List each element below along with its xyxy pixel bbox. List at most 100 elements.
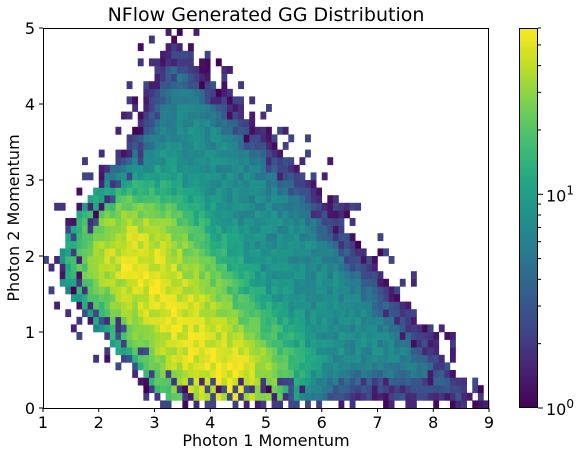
heatmap-bin	[416, 339, 423, 348]
heatmap-bin	[243, 172, 250, 181]
y-tick-label: 5	[25, 19, 35, 38]
heatmap-bin	[238, 134, 244, 143]
heatmap-bin	[171, 286, 178, 295]
heatmap-bin	[171, 294, 178, 302]
heatmap-bin	[210, 233, 217, 242]
heatmap-bin	[249, 134, 256, 143]
heatmap-bin	[232, 248, 239, 257]
heatmap-bin	[215, 96, 222, 105]
heatmap-bin	[338, 218, 345, 226]
heatmap-bin	[226, 316, 233, 325]
heatmap-bin	[299, 301, 306, 310]
heatmap-bin	[165, 370, 172, 378]
heatmap-bin	[266, 218, 272, 226]
heatmap-bin	[171, 96, 178, 105]
heatmap-bin	[226, 126, 233, 135]
heatmap-bin	[254, 218, 261, 226]
heatmap-bin	[210, 195, 217, 204]
heatmap-bin	[182, 202, 189, 211]
heatmap-bin	[193, 119, 200, 128]
heatmap-bin	[444, 377, 451, 386]
heatmap-bin	[282, 157, 289, 166]
heatmap-bin	[288, 400, 295, 409]
heatmap-bin	[143, 294, 150, 302]
heatmap-bin	[288, 316, 295, 325]
heatmap-bin	[277, 271, 284, 280]
heatmap-bin	[187, 111, 194, 120]
heatmap-bin	[215, 233, 222, 242]
heatmap-bin	[238, 233, 244, 242]
heatmap-bin	[433, 362, 440, 371]
heatmap-bin	[405, 362, 412, 371]
heatmap-bin	[176, 263, 183, 272]
heatmap-bin	[394, 332, 401, 340]
heatmap-bin	[310, 218, 317, 226]
heatmap-bin	[54, 202, 61, 211]
heatmap-bin	[416, 377, 423, 386]
heatmap-bin	[115, 233, 122, 242]
heatmap-bin	[182, 149, 189, 158]
heatmap-bin	[143, 278, 150, 287]
heatmap-bin	[321, 240, 328, 249]
heatmap-bin	[115, 339, 122, 348]
heatmap-bin	[187, 309, 194, 318]
heatmap-bin	[121, 294, 127, 302]
heatmap-bin	[377, 301, 384, 310]
heatmap-bin	[355, 392, 362, 401]
heatmap-bin	[132, 225, 139, 234]
heatmap-bin	[171, 271, 178, 280]
heatmap-bin	[355, 278, 362, 287]
heatmap-bin	[277, 332, 284, 340]
heatmap-bin	[126, 96, 133, 105]
heatmap-bin	[349, 286, 356, 295]
heatmap-bin	[204, 149, 211, 158]
heatmap-bin	[288, 362, 295, 371]
heatmap-bin	[238, 392, 244, 401]
heatmap-bin	[87, 278, 94, 287]
heatmap-bin	[204, 172, 211, 181]
heatmap-bin	[165, 104, 172, 112]
heatmap-bin	[366, 278, 373, 287]
heatmap-bin	[226, 119, 233, 128]
heatmap-bin	[109, 301, 116, 310]
heatmap-bin	[299, 202, 306, 211]
heatmap-bin	[143, 271, 150, 280]
heatmap-bin	[327, 248, 334, 257]
heatmap-bin	[199, 157, 205, 166]
heatmap-bin	[288, 385, 295, 394]
heatmap-bin	[126, 195, 133, 204]
heatmap-bin	[388, 354, 395, 363]
heatmap-bin	[221, 263, 228, 272]
heatmap-bin	[215, 218, 222, 226]
heatmap-bin	[310, 210, 317, 219]
heatmap-bin	[137, 301, 144, 310]
heatmap-bin	[104, 324, 111, 333]
heatmap-bin	[366, 392, 373, 401]
heatmap-bin	[316, 195, 323, 204]
heatmap-bin	[137, 377, 144, 386]
heatmap-bin	[243, 263, 250, 272]
heatmap-bin	[305, 332, 311, 340]
heatmap-bin	[349, 392, 356, 401]
heatmap-bin	[388, 385, 395, 394]
heatmap-bin	[221, 233, 228, 242]
heatmap-bin	[226, 88, 233, 97]
heatmap-bin	[349, 332, 356, 340]
heatmap-bin	[182, 370, 189, 378]
heatmap-bin	[204, 385, 211, 394]
heatmap-bin	[215, 58, 222, 67]
heatmap-bin	[93, 324, 100, 333]
heatmap-bin	[321, 218, 328, 226]
heatmap-bin	[154, 96, 161, 105]
heatmap-bin	[109, 294, 116, 302]
heatmap-bin	[338, 286, 345, 295]
heatmap-bin	[366, 316, 373, 325]
heatmap-bin	[305, 324, 311, 333]
heatmap-bin	[215, 104, 222, 112]
heatmap-bin	[165, 157, 172, 166]
heatmap-bin	[254, 316, 261, 325]
heatmap-bin	[260, 286, 267, 295]
heatmap-bin	[316, 248, 323, 257]
heatmap-bin	[366, 370, 373, 378]
heatmap-bin	[121, 172, 127, 181]
